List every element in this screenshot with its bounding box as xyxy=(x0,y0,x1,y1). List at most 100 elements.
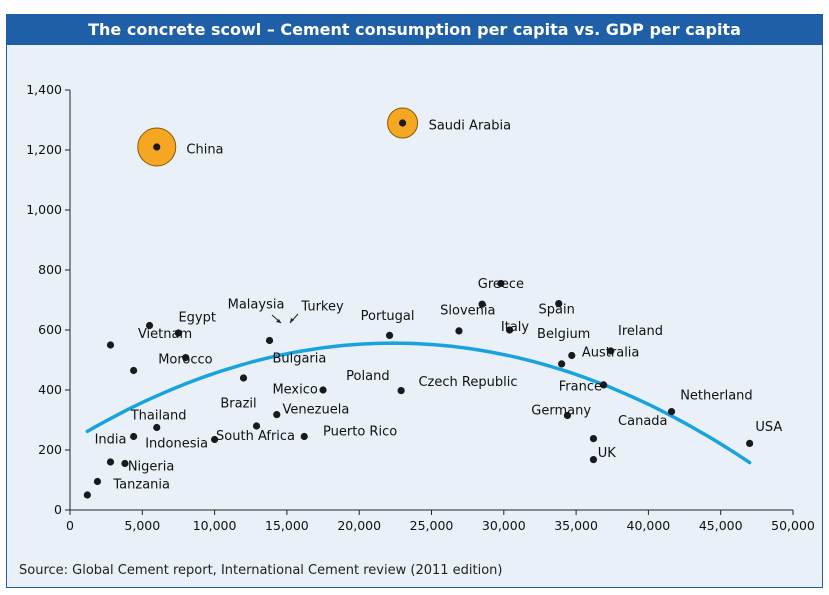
data-point xyxy=(83,491,91,499)
point-label: Saudi Arabia xyxy=(429,119,512,134)
point-label: Ireland xyxy=(618,324,663,339)
point-label: Netherland xyxy=(680,389,752,404)
data-point xyxy=(746,439,754,447)
point-label: Italy xyxy=(501,320,530,335)
data-point xyxy=(130,366,138,375)
data-point xyxy=(497,279,505,288)
data-point xyxy=(455,327,463,335)
point-label: Australia xyxy=(582,346,640,361)
point-label: Turkey xyxy=(300,299,344,314)
data-point xyxy=(555,300,563,308)
data-point xyxy=(153,143,161,151)
point-label: Spain xyxy=(539,302,575,317)
data-point xyxy=(563,411,572,420)
point-label: Greece xyxy=(478,277,524,292)
malaysia-arrow-head xyxy=(276,319,281,323)
point-label: Malaysia xyxy=(228,298,285,313)
y-tick-label: 1,200 xyxy=(26,142,62,157)
x-tick-label: 35,000 xyxy=(554,518,598,533)
y-tick-label: 1,400 xyxy=(26,82,62,97)
point-label: Venezuela xyxy=(283,403,350,418)
data-point xyxy=(589,456,598,464)
x-tick-label: 15,000 xyxy=(265,518,309,533)
axes: 0 200 400 600 800 1,000 1,200 1,400 0 5,000 10,000… xyxy=(26,82,815,533)
point-label: Nigeria xyxy=(128,460,175,475)
data-point xyxy=(93,477,102,486)
data-point xyxy=(153,423,161,432)
point-label: Mexico xyxy=(272,383,317,398)
point-label: France xyxy=(559,380,602,395)
data-point xyxy=(252,422,261,430)
point-label: China xyxy=(186,143,223,158)
data-point xyxy=(265,336,274,345)
x-tick-label: 30,000 xyxy=(482,518,526,533)
data-point xyxy=(398,119,407,127)
x-tick-label: 10,000 xyxy=(193,518,237,533)
x-tick-label: 45,000 xyxy=(699,518,743,533)
data-point xyxy=(211,435,219,444)
point-label: Tanzania xyxy=(112,478,170,493)
y-tick-label: 1,000 xyxy=(26,202,62,217)
data-point xyxy=(106,341,115,349)
data-point xyxy=(300,432,308,441)
point-label: Vietnam xyxy=(138,327,192,342)
data-point xyxy=(273,411,281,419)
trendline-group xyxy=(85,341,752,465)
point-label: Slovenia xyxy=(440,304,495,319)
data-point xyxy=(607,347,615,355)
point-label: Indonesia xyxy=(145,437,208,452)
chart-source: Source: Global Cement report, Internatio… xyxy=(19,563,503,578)
x-tick-label: 40,000 xyxy=(627,518,671,533)
y-tick-label: 200 xyxy=(38,442,62,457)
point-label: USA xyxy=(755,420,782,435)
point-label: Thailand xyxy=(130,409,187,424)
point-label: Portugal xyxy=(361,309,415,324)
point-label: Brazil xyxy=(220,397,256,412)
point-label: Germany xyxy=(531,404,591,419)
data-point xyxy=(568,351,576,360)
data-point xyxy=(599,381,608,389)
point-label: Czech Republic xyxy=(418,375,517,390)
point-label: South Africa xyxy=(216,429,295,444)
data-point xyxy=(182,354,190,362)
point-label: Puerto Rico xyxy=(323,425,397,440)
data-point xyxy=(239,374,248,382)
point-label: Bulgaria xyxy=(272,352,326,367)
point-label: India xyxy=(95,433,127,448)
point-label: Belgium xyxy=(537,327,590,342)
y-tick-label: 600 xyxy=(38,322,62,337)
data-point xyxy=(385,331,394,339)
x-tick-label: 5,000 xyxy=(124,518,160,533)
data-point xyxy=(589,435,598,443)
data-point xyxy=(667,408,676,416)
point-label: Morocco xyxy=(158,353,212,368)
data-point xyxy=(121,459,129,468)
data-point xyxy=(558,360,566,368)
y-tick-label: 400 xyxy=(38,382,62,397)
arrows-group xyxy=(271,313,299,324)
chart-frame: The concrete scowl – Cement consumption … xyxy=(6,14,823,588)
x-tick-label: 25,000 xyxy=(410,518,454,533)
chart-title: The concrete scowl – Cement consumption … xyxy=(7,15,822,45)
trendline xyxy=(85,341,752,465)
point-label: Canada xyxy=(618,414,667,429)
data-point xyxy=(505,326,514,334)
data-point xyxy=(145,321,154,330)
data-point xyxy=(319,386,327,394)
y-tick-label: 0 xyxy=(54,502,62,517)
point-label: Egypt xyxy=(178,311,216,326)
x-tick-label: 50,000 xyxy=(771,518,815,533)
point-label: Poland xyxy=(346,369,389,384)
y-tick-label: 800 xyxy=(38,262,62,277)
turkey-arrow-head xyxy=(290,318,294,323)
point-label: UK xyxy=(598,446,617,461)
data-point xyxy=(106,458,115,466)
x-tick-label: 20,000 xyxy=(337,518,381,533)
data-point xyxy=(174,329,183,337)
data-point xyxy=(397,387,405,395)
points-group xyxy=(83,107,754,499)
x-tick-label: 0 xyxy=(66,518,74,533)
data-point xyxy=(130,432,138,441)
